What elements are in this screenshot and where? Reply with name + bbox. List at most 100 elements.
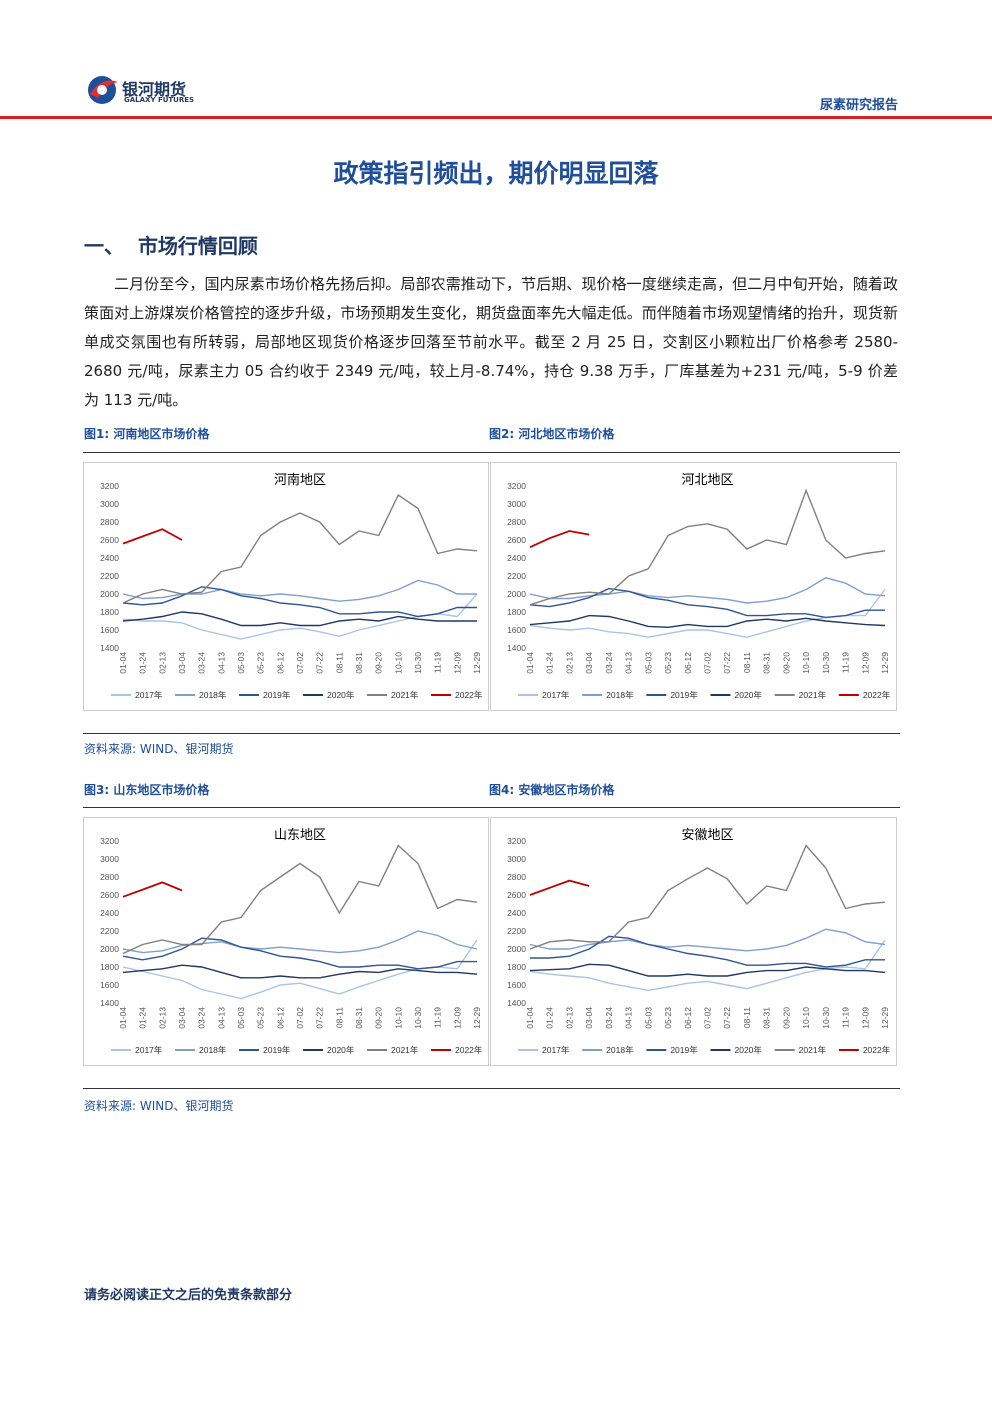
chart: 河南地区 1400 1600 1800 2000 2200 2400 2600 2800 3000… xyxy=(83,462,489,711)
legend-label: 2019年 xyxy=(670,1045,698,1055)
x-tick-label: 01-04 xyxy=(525,1007,535,1029)
x-tick-label: 04-13 xyxy=(216,652,226,674)
y-tick-label: 1600 xyxy=(507,625,526,635)
y-tick-label: 1400 xyxy=(507,643,526,653)
y-tick-label: 2600 xyxy=(100,890,119,900)
x-tick-label: 10-30 xyxy=(821,652,831,674)
series-line xyxy=(529,879,590,896)
x-tick-label: 10-30 xyxy=(413,652,423,674)
x-tick-label: 03-24 xyxy=(197,1007,207,1029)
chart-title: 山东地区 xyxy=(274,827,326,842)
y-tick-label: 2400 xyxy=(507,908,526,918)
y-tick-label: 2200 xyxy=(100,571,119,581)
series-line xyxy=(122,611,477,627)
x-tick-label: 01-04 xyxy=(525,652,535,674)
x-tick-label: 03-24 xyxy=(197,652,207,674)
legend-label: 2021年 xyxy=(799,690,827,700)
y-tick-label: 3000 xyxy=(100,854,119,864)
x-tick-label: 02-13 xyxy=(157,1007,167,1029)
legend-label: 2019年 xyxy=(670,690,698,700)
x-tick-label: 02-13 xyxy=(564,1007,574,1029)
x-tick-label: 08-11 xyxy=(334,1007,344,1028)
y-tick-label: 2400 xyxy=(100,553,119,563)
chart: 安徽地区 1400 1600 1800 2000 2200 2400 2600 2800 3000… xyxy=(490,817,897,1066)
y-tick-label: 3200 xyxy=(507,481,526,491)
logo-icon xyxy=(88,76,118,104)
x-tick-label: 01-24 xyxy=(545,652,555,674)
source: 资料来源: WIND、银河期货 xyxy=(84,742,234,756)
x-tick-label: 03-24 xyxy=(604,652,614,674)
y-tick-label: 1800 xyxy=(100,962,119,972)
figure-caption: 图4: 安徽地区市场价格 xyxy=(489,783,615,797)
y-tick-label: 2200 xyxy=(507,571,526,581)
x-tick-label: 06-12 xyxy=(683,652,693,674)
legend-label: 2018年 xyxy=(606,690,634,700)
figure-caption: 图3: 山东地区市场价格 xyxy=(84,783,210,797)
x-tick-label: 10-30 xyxy=(413,1007,423,1029)
y-tick-label: 2000 xyxy=(507,589,526,599)
x-tick-label: 07-02 xyxy=(703,1007,713,1029)
logo-cn: 银河期货 xyxy=(122,80,187,99)
x-tick-label: 06-12 xyxy=(275,1007,285,1029)
x-tick-label: 08-31 xyxy=(762,1007,772,1029)
legend-label: 2019年 xyxy=(263,1045,291,1055)
x-tick-label: 12-29 xyxy=(472,1007,482,1029)
y-tick-label: 2000 xyxy=(100,944,119,954)
x-tick-label: 09-20 xyxy=(781,652,791,674)
x-tick-label: 12-09 xyxy=(452,1007,462,1029)
x-tick-label: 07-02 xyxy=(703,652,713,674)
y-tick-label: 2400 xyxy=(100,908,119,918)
series-line xyxy=(529,488,886,606)
x-tick-label: 05-03 xyxy=(236,652,246,674)
chart-title: 河南地区 xyxy=(274,472,326,487)
chart: 山东地区 1400 1600 1800 2000 2200 2400 2600 2800 3000… xyxy=(83,817,489,1066)
x-tick-label: 07-22 xyxy=(315,652,325,674)
x-tick-label: 11-19 xyxy=(433,652,443,673)
legend-label: 2020年 xyxy=(327,1045,355,1055)
x-tick-label: 05-03 xyxy=(236,1007,246,1029)
x-tick-label: 05-23 xyxy=(663,1007,673,1029)
chart-title: 安徽地区 xyxy=(681,827,733,842)
legend-label: 2020年 xyxy=(735,690,763,700)
x-tick-label: 05-03 xyxy=(643,1007,653,1029)
section-heading: 一、 市场行情回顾 xyxy=(84,230,258,259)
y-tick-label: 2800 xyxy=(100,872,119,882)
x-tick-label: 12-09 xyxy=(860,652,870,674)
x-tick-label: 03-04 xyxy=(584,1007,594,1029)
x-tick-label: 05-03 xyxy=(643,652,653,674)
x-tick-label: 07-02 xyxy=(295,1007,305,1029)
y-tick-label: 2000 xyxy=(100,589,119,599)
x-tick-label: 09-20 xyxy=(374,1007,384,1029)
x-tick-label: 12-29 xyxy=(472,652,482,674)
legend-label: 2022年 xyxy=(863,690,891,700)
legend-label: 2018年 xyxy=(199,690,227,700)
y-tick-label: 2800 xyxy=(100,517,119,527)
y-tick-label: 2600 xyxy=(507,535,526,545)
series-line xyxy=(122,964,478,979)
x-tick-label: 10-10 xyxy=(801,1007,811,1029)
y-tick-label: 2200 xyxy=(100,926,119,936)
footer: 请务必阅读正文之后的免责条款部分 xyxy=(84,1288,293,1303)
y-tick-label: 3200 xyxy=(100,836,119,846)
chart-frame xyxy=(83,817,489,1066)
y-tick-label: 2400 xyxy=(507,553,526,563)
series-line xyxy=(122,844,478,955)
x-tick-label: 08-31 xyxy=(762,652,772,674)
figure-caption: 图1: 河南地区市场价格 xyxy=(84,427,210,441)
y-tick-label: 2800 xyxy=(507,517,526,527)
series-line xyxy=(529,963,886,977)
x-tick-label: 12-09 xyxy=(860,1007,870,1029)
x-tick-label: 02-13 xyxy=(157,652,167,674)
legend-label: 2018年 xyxy=(606,1045,634,1055)
series-line xyxy=(122,493,478,604)
y-tick-label: 1400 xyxy=(100,998,119,1008)
chart: 河北地区 1400 1600 1800 2000 2200 2400 2600 2800 3000… xyxy=(490,462,897,711)
series-line xyxy=(122,528,183,545)
figure-caption: 图2: 河北地区市场价格 xyxy=(489,427,615,441)
x-tick-label: 12-09 xyxy=(452,652,462,674)
x-tick-label: 04-13 xyxy=(216,1007,226,1029)
x-tick-label: 10-10 xyxy=(393,652,403,674)
series-line xyxy=(529,844,886,950)
series-line xyxy=(122,586,477,618)
series-line xyxy=(122,930,478,954)
